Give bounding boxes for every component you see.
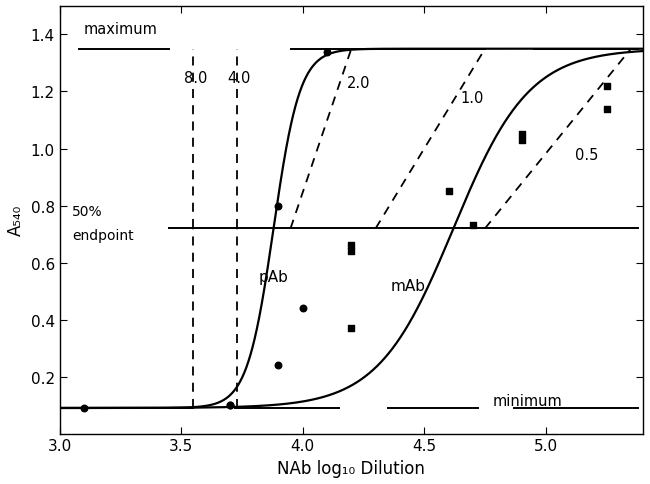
- Text: minimum: minimum: [492, 393, 562, 408]
- Point: [225, 401, 235, 409]
- Text: 1.0: 1.0: [461, 91, 484, 106]
- Point: [273, 202, 283, 210]
- Y-axis label: A₅₄₀: A₅₄₀: [7, 205, 25, 236]
- Point: [346, 242, 357, 250]
- Point: [322, 48, 332, 56]
- Text: maximum: maximum: [84, 22, 158, 37]
- Text: endpoint: endpoint: [72, 229, 133, 243]
- Text: 2.0: 2.0: [346, 76, 370, 91]
- Point: [468, 222, 478, 230]
- Point: [273, 362, 283, 369]
- Point: [601, 83, 612, 91]
- Text: 50%: 50%: [72, 205, 103, 219]
- Point: [346, 325, 357, 333]
- Point: [79, 404, 89, 412]
- Point: [601, 106, 612, 113]
- Point: [298, 304, 308, 312]
- Text: pAb: pAb: [259, 270, 289, 285]
- Text: 0.5: 0.5: [575, 148, 599, 162]
- Point: [443, 188, 454, 196]
- Point: [346, 248, 357, 256]
- Point: [516, 137, 526, 145]
- X-axis label: NAb log₁₀ Dilution: NAb log₁₀ Dilution: [278, 459, 425, 477]
- Text: 4.0: 4.0: [227, 71, 251, 86]
- Point: [516, 131, 526, 139]
- Point: [225, 401, 235, 409]
- Text: mAb: mAb: [390, 278, 425, 293]
- Text: 8.0: 8.0: [183, 71, 207, 86]
